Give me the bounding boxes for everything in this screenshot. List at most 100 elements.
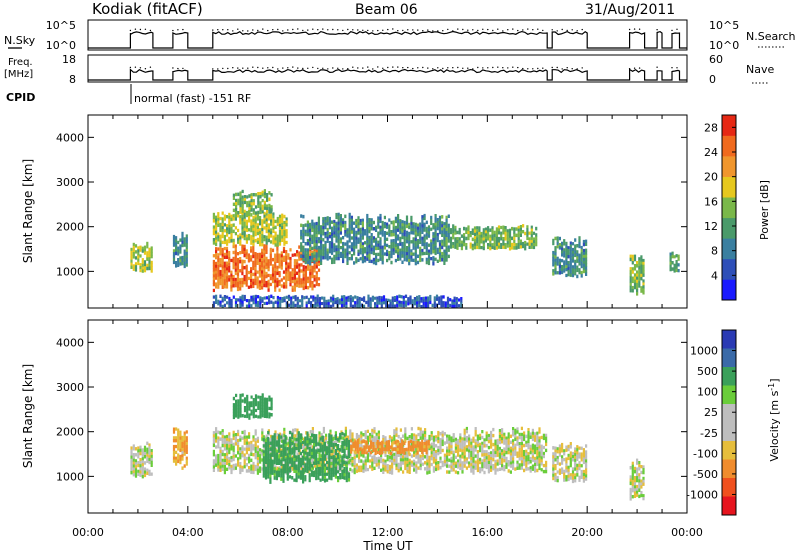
vel-data-cell-0: [226, 440, 229, 445]
vel-data-cell-1: [278, 458, 281, 462]
power-data-cell-4: [528, 240, 531, 244]
power-data-cell-10: [354, 295, 357, 299]
vel-data-cell-0: [402, 458, 405, 462]
power-data-cell-8: [636, 261, 639, 265]
power-data-cell-10: [427, 299, 430, 303]
power-data-cell-10: [343, 300, 346, 305]
vel-data-cell-0: [432, 460, 435, 464]
power-data-cell-10: [316, 303, 319, 307]
power-data-cell-3: [313, 222, 316, 226]
vel-data-cell-0: [391, 456, 394, 461]
power-data-cell-10: [239, 304, 242, 308]
power-data-cell-10: [245, 304, 249, 308]
freq-line-dot: [561, 68, 563, 70]
vel-data-cell-1: [267, 463, 270, 467]
vel-data-cell-1: [291, 432, 294, 437]
power-data-cell-0: [263, 250, 266, 254]
power-data-cell-1: [259, 216, 262, 220]
vel-data-cell-0: [435, 450, 438, 454]
power-data-cell-1: [215, 227, 218, 231]
power-data-cell-10: [257, 295, 260, 299]
vel-data-cell-0: [292, 437, 295, 441]
power-data-cell-0: [250, 249, 253, 253]
vel-data-cell-0: [344, 426, 347, 431]
power-data-cell-3: [447, 245, 450, 249]
freq-tick-bottom: 8: [69, 73, 76, 86]
power-data-cell-7: [552, 250, 555, 255]
power-data-cell-3: [311, 255, 314, 260]
vel-data-cell-0: [380, 459, 383, 464]
vel-data-cell-0: [529, 469, 532, 473]
vel-data-cell-0: [397, 453, 400, 457]
vel-data-cell-0: [437, 464, 440, 468]
vel-data-cell-0: [476, 437, 479, 442]
power-data-cell-4: [517, 245, 520, 249]
vel-data-cell-1: [310, 464, 313, 468]
power-data-cell-3: [364, 232, 367, 236]
power-data-cell-3: [436, 221, 439, 225]
power-data-cell-3: [438, 218, 442, 223]
power-data-cell-0: [230, 273, 233, 277]
power-data-cell-3: [381, 245, 384, 249]
power-data-cell-10: [396, 301, 399, 305]
vel-data-cell-0: [426, 456, 429, 460]
power-data-cell-10: [230, 298, 233, 303]
power-data-cell-10: [310, 301, 313, 305]
vel-data-cell-0: [441, 442, 444, 447]
freq-line-dot: [467, 67, 469, 69]
vel-data-cell-1: [317, 473, 320, 477]
freq-line-dot: [227, 67, 229, 70]
power-data-cell-4: [476, 243, 479, 247]
power-data-cell-7: [556, 262, 559, 266]
power-data-cell-3: [416, 232, 420, 237]
power-data-cell-10: [451, 302, 454, 306]
power-data-cell-10: [312, 295, 315, 299]
vel-data-cell-1: [328, 454, 331, 459]
power-data-cell-0: [293, 265, 296, 269]
vel-data-cell-0: [520, 463, 523, 467]
power-data-cell-3: [397, 225, 400, 229]
power-data-cell-0: [215, 282, 218, 286]
power-data-cell-3: [434, 234, 437, 238]
vel-data-cell-0: [474, 466, 477, 470]
power-data-cell-3: [309, 231, 312, 236]
power-data-cell-1: [281, 219, 284, 224]
vel-data-cell-1: [273, 445, 276, 449]
vel-data-cell-0: [281, 439, 284, 443]
power-data-cell-1: [263, 238, 266, 242]
freq-line-dot: [522, 67, 524, 70]
vel-data-cell-1: [337, 452, 340, 456]
power-data-cell-10: [228, 296, 231, 300]
power-data-cell-3: [335, 239, 338, 243]
power-data-cell-1: [239, 242, 242, 246]
vel-data-cell-0: [226, 467, 229, 471]
power-data-cell-7: [556, 242, 559, 246]
vel-data-cell-1: [299, 473, 302, 477]
vel-data-cell-0: [226, 458, 229, 462]
vel-data-cell-1: [284, 449, 287, 453]
power-data-cell-8: [638, 263, 641, 267]
vel-data-cell-0: [432, 444, 435, 449]
power-data-cell-1: [274, 240, 277, 244]
vel-data-cell-0: [223, 453, 226, 457]
power-data-cell-3: [366, 231, 369, 235]
power-data-cell-5: [143, 245, 147, 249]
power-data-cell-3: [375, 246, 378, 251]
nsky-line-dot: [172, 29, 174, 32]
power-data-cell-0: [252, 260, 255, 265]
power-data-cell-3: [309, 237, 312, 242]
power-data-cell-1: [265, 221, 268, 225]
vel-data-cell-0: [351, 432, 354, 436]
vel-data-cell-0: [428, 434, 431, 439]
vel-data-cell-0: [461, 455, 464, 459]
vel-data-cell-0: [287, 450, 290, 454]
power-data-cell-3: [408, 231, 411, 236]
vel-data-cell-0: [342, 445, 345, 449]
vel-data-cell-2: [367, 448, 370, 453]
vel-data-cell-1: [332, 445, 335, 450]
vel-data-cell-1: [341, 470, 344, 474]
vel-data-cell-0: [232, 451, 235, 456]
vel-data-cell-0: [402, 470, 405, 474]
vel-data-cell-0: [540, 462, 543, 466]
vel-data-cell-0: [430, 431, 433, 435]
